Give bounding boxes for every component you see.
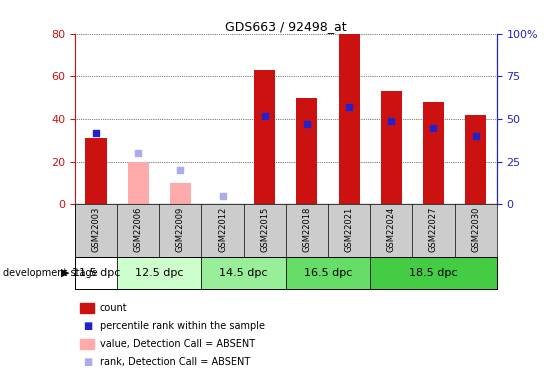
Text: GSM22030: GSM22030 [471,207,480,252]
Text: ■: ■ [83,321,92,331]
Text: GSM22024: GSM22024 [387,207,396,252]
Point [176,167,185,173]
Bar [117,257,201,289]
Bar [296,98,317,204]
Bar [85,138,107,204]
Point [218,193,227,199]
Text: rank, Detection Call = ABSENT: rank, Detection Call = ABSENT [100,357,250,367]
Text: count: count [100,303,128,313]
Bar [465,115,486,204]
Text: GSM22012: GSM22012 [218,207,227,252]
Text: GSM22027: GSM22027 [429,207,438,252]
Bar [201,257,286,289]
Text: GSM22015: GSM22015 [260,207,269,252]
Text: value, Detection Call = ABSENT: value, Detection Call = ABSENT [100,339,255,349]
Bar [423,102,444,204]
Text: development stage: development stage [3,268,97,278]
Text: 14.5 dpc: 14.5 dpc [219,268,268,278]
Text: 11.5 dpc: 11.5 dpc [72,268,120,278]
Text: 16.5 dpc: 16.5 dpc [304,268,352,278]
Bar [170,183,191,204]
Bar [286,257,370,289]
Text: percentile rank within the sample: percentile rank within the sample [100,321,265,331]
Bar [75,257,117,289]
Point [134,150,143,156]
Bar [370,257,497,289]
Point [345,104,354,110]
Text: GSM22009: GSM22009 [176,207,185,252]
Bar [339,34,360,204]
Bar [381,92,402,204]
Text: GSM22021: GSM22021 [345,207,354,252]
Bar [254,70,275,204]
Text: GSM22006: GSM22006 [134,207,143,252]
Text: GSM22018: GSM22018 [302,207,311,252]
Text: ▶: ▶ [61,268,69,278]
Point [302,121,311,127]
Text: ■: ■ [83,357,92,367]
Point [471,133,480,139]
Bar [128,162,149,204]
Text: GSM22003: GSM22003 [92,207,100,252]
Text: 18.5 dpc: 18.5 dpc [409,268,458,278]
Title: GDS663 / 92498_at: GDS663 / 92498_at [225,20,347,33]
Point [429,124,438,130]
Point [92,130,100,136]
Text: 12.5 dpc: 12.5 dpc [135,268,184,278]
Point [260,112,269,118]
Point [387,118,396,124]
